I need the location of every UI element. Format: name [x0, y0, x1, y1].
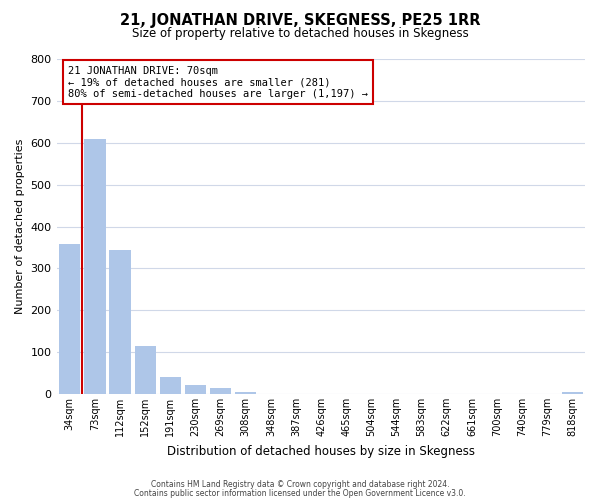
Bar — [84, 138, 106, 394]
Bar — [235, 392, 256, 394]
Bar — [109, 250, 131, 394]
Bar — [210, 388, 231, 394]
Text: 21, JONATHAN DRIVE, SKEGNESS, PE25 1RR: 21, JONATHAN DRIVE, SKEGNESS, PE25 1RR — [120, 12, 480, 28]
Bar — [59, 244, 80, 394]
Bar — [185, 385, 206, 394]
Y-axis label: Number of detached properties: Number of detached properties — [15, 139, 25, 314]
Bar — [562, 392, 583, 394]
Bar — [160, 378, 181, 394]
Text: Size of property relative to detached houses in Skegness: Size of property relative to detached ho… — [131, 28, 469, 40]
Text: Contains HM Land Registry data © Crown copyright and database right 2024.: Contains HM Land Registry data © Crown c… — [151, 480, 449, 489]
Text: Contains public sector information licensed under the Open Government Licence v3: Contains public sector information licen… — [134, 489, 466, 498]
Text: 21 JONATHAN DRIVE: 70sqm
← 19% of detached houses are smaller (281)
80% of semi-: 21 JONATHAN DRIVE: 70sqm ← 19% of detach… — [68, 66, 368, 99]
Bar — [134, 346, 156, 394]
X-axis label: Distribution of detached houses by size in Skegness: Distribution of detached houses by size … — [167, 444, 475, 458]
